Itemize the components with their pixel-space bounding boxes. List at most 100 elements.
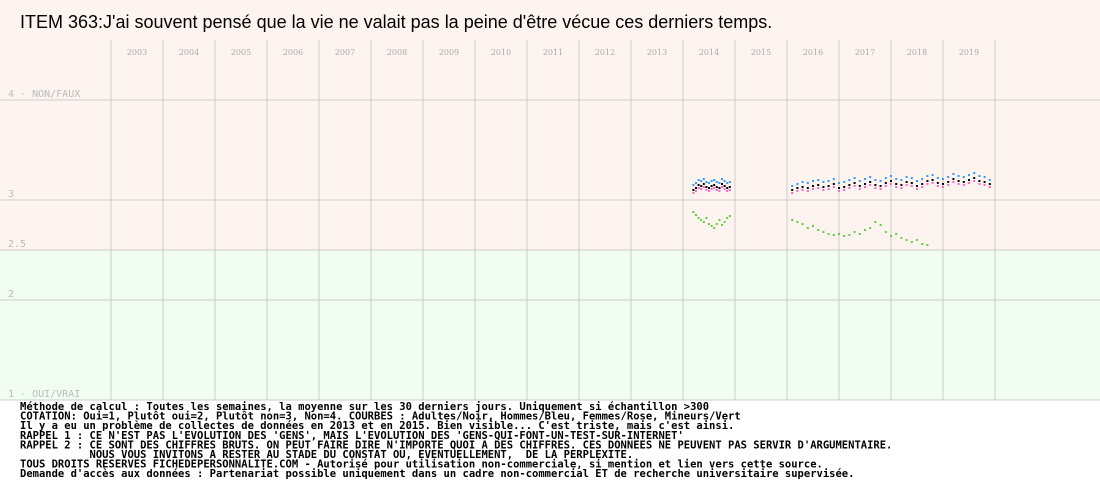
data-point — [864, 178, 866, 180]
data-point — [710, 225, 713, 227]
data-point — [838, 182, 840, 184]
data-point — [812, 188, 814, 190]
x-tick-label: 2017 — [855, 48, 875, 57]
data-point — [900, 184, 903, 186]
data-point — [827, 185, 830, 187]
data-point — [874, 221, 877, 223]
data-point — [926, 175, 929, 177]
data-point — [806, 227, 809, 229]
background-upper — [0, 0, 1100, 250]
data-point — [983, 181, 986, 183]
x-tick-label: 2005 — [231, 48, 251, 57]
data-point — [697, 179, 700, 181]
x-tick-label: 2007 — [335, 48, 355, 57]
data-point — [715, 189, 718, 191]
data-point — [869, 227, 872, 229]
data-point — [905, 176, 908, 178]
data-point — [817, 179, 820, 181]
data-point — [715, 181, 718, 183]
data-point — [978, 175, 981, 177]
data-point — [702, 186, 705, 188]
data-point — [801, 186, 804, 188]
x-tick-label: 2003 — [127, 48, 147, 57]
y-tick-label: 1 - OUI/VRAI — [8, 389, 80, 400]
data-point — [916, 239, 918, 241]
data-point — [796, 190, 799, 192]
x-tick-label: 2013 — [647, 48, 667, 57]
x-tick-label: 2008 — [387, 48, 407, 57]
data-point — [983, 176, 986, 178]
x-tick-label: 2012 — [595, 48, 615, 57]
data-point — [832, 234, 835, 236]
data-point — [905, 239, 908, 241]
data-point — [715, 186, 718, 188]
data-point — [827, 233, 830, 235]
y-tick-label: 4 - NON/FAUX — [8, 89, 80, 100]
data-point — [801, 223, 804, 225]
data-point — [879, 180, 882, 182]
data-point — [916, 185, 918, 187]
data-point — [705, 181, 708, 183]
data-point — [843, 186, 846, 188]
data-point — [695, 182, 697, 184]
data-point — [695, 190, 697, 192]
data-point — [702, 178, 705, 180]
data-point — [869, 176, 872, 178]
data-point — [702, 183, 705, 185]
data-point — [822, 231, 825, 233]
data-point — [890, 180, 892, 182]
y-tick-label: 2.5 — [8, 239, 26, 250]
data-point — [838, 233, 840, 235]
data-point — [728, 181, 731, 183]
data-point — [692, 211, 695, 213]
data-point — [936, 182, 939, 184]
data-point — [713, 184, 716, 186]
data-point — [853, 231, 856, 233]
footnote: Demande d'accès aux données : Partenaria… — [20, 468, 854, 480]
data-point — [884, 177, 887, 179]
data-point — [710, 185, 713, 187]
data-point — [884, 231, 887, 233]
data-point — [832, 186, 835, 188]
y-tick-label: 3 — [8, 189, 14, 200]
data-point — [715, 223, 718, 225]
data-point — [910, 185, 913, 187]
data-point — [843, 235, 846, 237]
data-point — [721, 183, 723, 185]
data-point — [728, 189, 731, 191]
data-point — [947, 181, 950, 183]
data-point — [692, 189, 695, 191]
data-point — [931, 182, 934, 184]
data-point — [723, 221, 726, 223]
data-point — [723, 188, 726, 190]
data-point — [858, 188, 861, 190]
data-point — [713, 227, 716, 229]
data-point — [952, 181, 955, 183]
data-point — [957, 175, 960, 177]
data-point — [864, 183, 866, 185]
data-point — [931, 174, 934, 176]
data-point — [718, 182, 721, 184]
data-point — [700, 185, 703, 187]
data-point — [890, 175, 892, 177]
data-point — [942, 186, 944, 188]
x-tick-label: 2009 — [439, 48, 459, 57]
data-point — [708, 182, 710, 184]
data-point — [900, 187, 903, 189]
data-point — [916, 180, 918, 182]
data-point — [796, 183, 799, 185]
data-point — [718, 219, 721, 221]
data-point — [848, 184, 851, 186]
x-tick-label: 2016 — [803, 48, 823, 57]
data-point — [942, 178, 944, 180]
data-point — [895, 183, 898, 185]
data-point — [838, 187, 840, 189]
data-point — [817, 229, 820, 231]
data-point — [853, 177, 856, 179]
data-point — [796, 187, 799, 189]
data-point — [858, 233, 861, 235]
data-point — [988, 186, 991, 188]
data-point — [791, 192, 794, 194]
data-point — [723, 185, 726, 187]
